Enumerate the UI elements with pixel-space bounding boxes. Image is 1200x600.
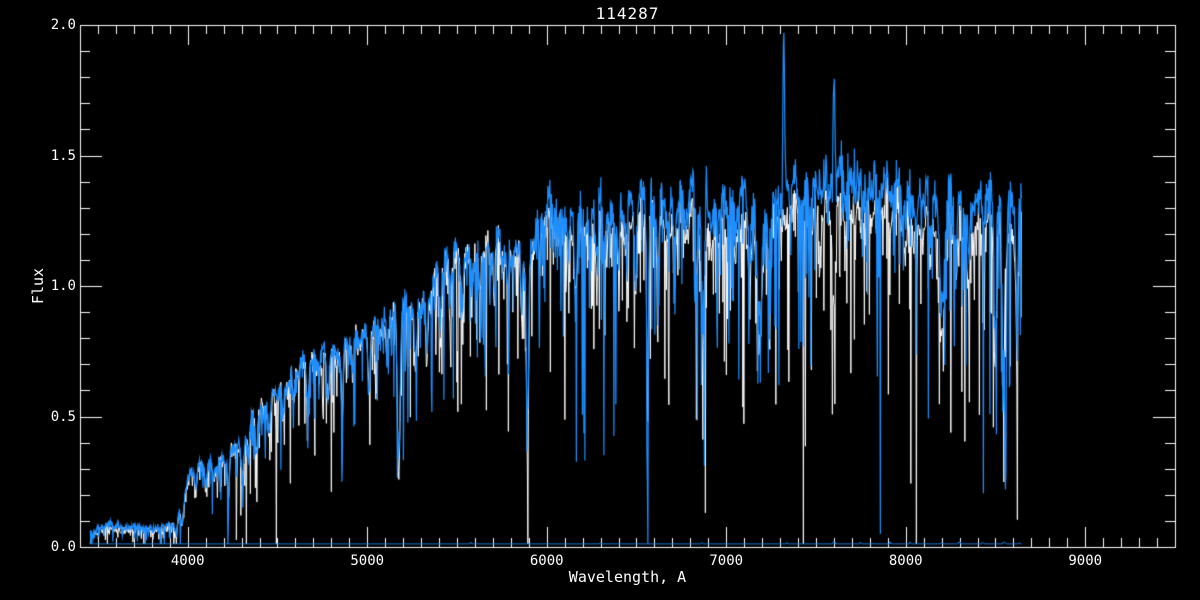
y-tick-label: 0.5 [50,408,76,425]
x-tick-label: 7000 [709,553,744,569]
y-tick-label: 2.0 [50,17,76,33]
y-tick-label: 0.0 [50,539,76,555]
x-axis-title: Wavelength, A [568,568,687,586]
y-tick-label: 1.0 [50,278,76,294]
x-tick-label: 8000 [888,553,923,569]
y-tick-label: 1.5 [50,147,76,164]
x-tick-label: 4000 [170,553,205,569]
x-tick-label: 5000 [350,553,385,569]
x-tick-label: 6000 [529,553,564,569]
x-tick-label: 9000 [1068,553,1103,569]
chart-title: 114287 [595,4,660,23]
